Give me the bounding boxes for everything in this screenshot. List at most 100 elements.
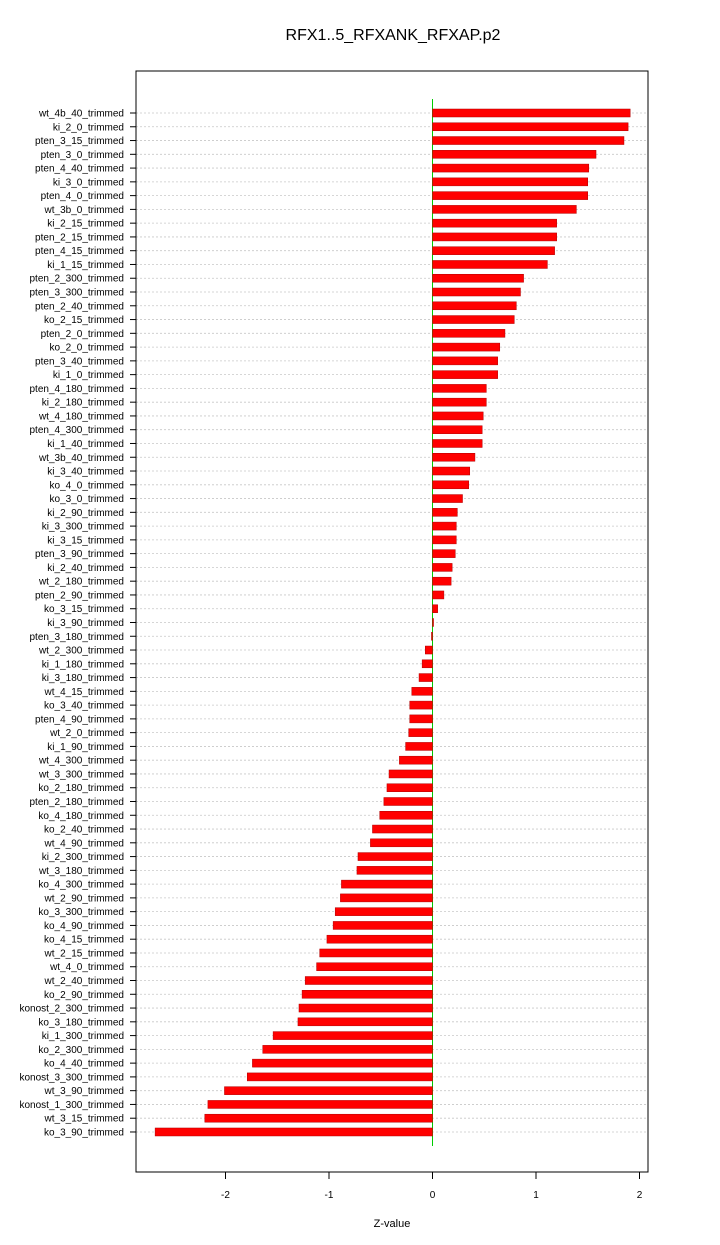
x-tick-label: 2 [637, 1190, 643, 1201]
category-label: wt_4_90_trimmed [44, 838, 124, 849]
category-label: pten_2_180_trimmed [29, 797, 124, 808]
category-label: pten_3_180_trimmed [29, 632, 124, 643]
category-label: ko_3_0_trimmed [50, 494, 124, 505]
category-label: pten_4_180_trimmed [29, 384, 124, 395]
category-label: ko_2_0_trimmed [50, 343, 124, 354]
x-tick-label: 1 [533, 1190, 539, 1201]
category-label: ko_4_180_trimmed [38, 811, 124, 822]
bar-ko_2_300_trimmed [262, 1045, 433, 1054]
bar-pten_4_90_trimmed [409, 714, 433, 724]
category-label: pten_2_90_trimmed [35, 590, 124, 601]
bar-wt_4_300_trimmed [399, 755, 433, 765]
x-tick-label: -2 [221, 1190, 230, 1201]
category-label: wt_3_300_trimmed [38, 769, 124, 780]
bar-ko_3_15_trimmed [432, 604, 438, 613]
category-label: ki_2_180_trimmed [42, 398, 124, 409]
category-label: pten_2_40_trimmed [35, 301, 124, 312]
category-label: ki_1_40_trimmed [47, 439, 124, 450]
bar-ki_2_40_trimmed [432, 563, 453, 572]
category-label: ki_1_90_trimmed [47, 742, 124, 753]
bar-ki_3_40_trimmed [432, 466, 471, 476]
category-label: wt_4_15_trimmed [44, 687, 124, 698]
category-label: pten_4_15_trimmed [35, 246, 124, 257]
bar-pten_2_0_trimmed [432, 329, 506, 338]
bar-ko_3_90_trimmed [154, 1127, 433, 1137]
category-label: konost_1_300_trimmed [19, 1100, 124, 1111]
bar-ko_2_40_trimmed [372, 824, 433, 834]
bar-wt_4_180_trimmed [432, 411, 484, 421]
bar-ki_3_90_trimmed [432, 618, 434, 627]
category-label: ki_2_0_trimmed [53, 122, 124, 133]
category-label: ko_3_300_trimmed [38, 907, 124, 918]
bar-wt_3_90_trimmed [224, 1086, 433, 1095]
bar-ki_1_300_trimmed [272, 1031, 433, 1040]
category-label: wt_4_300_trimmed [38, 756, 124, 767]
bar-ki_3_180_trimmed [418, 673, 433, 682]
category-label: ki_3_15_trimmed [47, 535, 124, 546]
bar-pten_3_180_trimmed [431, 632, 433, 641]
category-label: pten_4_0_trimmed [41, 191, 124, 202]
category-label: ko_4_40_trimmed [44, 1059, 124, 1070]
category-label: wt_2_15_trimmed [44, 948, 124, 959]
bar-pten_3_15_trimmed [432, 136, 625, 145]
bar-ko_3_0_trimmed [432, 494, 463, 503]
category-label: ko_3_180_trimmed [38, 1017, 124, 1028]
bar-konost_2_300_trimmed [298, 1003, 433, 1013]
category-label: konost_2_300_trimmed [19, 1004, 124, 1015]
category-label: ki_1_300_trimmed [42, 1031, 124, 1042]
category-label: wt_4b_40_trimmed [38, 109, 124, 120]
bar-pten_2_90_trimmed [432, 590, 445, 600]
bar-pten_4_15_trimmed [432, 246, 555, 255]
category-label: ko_4_90_trimmed [44, 921, 124, 932]
category-label: wt_2_40_trimmed [44, 976, 124, 987]
bar-ki_1_0_trimmed [432, 370, 498, 379]
bar-pten_2_300_trimmed [432, 273, 524, 283]
category-label: ki_2_40_trimmed [47, 563, 124, 574]
category-label: wt_3b_40_trimmed [38, 453, 124, 464]
category-label: ki_2_15_trimmed [47, 219, 124, 230]
bar-wt_4_90_trimmed [370, 838, 433, 848]
bar-ko_2_15_trimmed [432, 315, 515, 324]
bars [154, 108, 631, 1137]
category-label: ki_3_180_trimmed [42, 673, 124, 684]
bar-ko_4_300_trimmed [341, 879, 433, 889]
category-label: wt_4_0_trimmed [49, 962, 124, 973]
category-label: ko_3_40_trimmed [44, 701, 124, 712]
bar-ko_3_180_trimmed [297, 1017, 433, 1027]
category-label: ko_3_15_trimmed [44, 604, 124, 615]
bar-pten_2_40_trimmed [432, 301, 517, 311]
bar-ki_3_300_trimmed [432, 521, 457, 531]
bar-ko_4_40_trimmed [252, 1058, 433, 1068]
bar-ki_1_90_trimmed [405, 742, 433, 751]
bar-ko_4_90_trimmed [332, 921, 433, 930]
category-label: pten_4_40_trimmed [35, 164, 124, 175]
category-label: ko_4_0_trimmed [50, 480, 124, 491]
bar-wt_4_0_trimmed [316, 962, 433, 971]
bar-pten_3_40_trimmed [432, 356, 498, 366]
bar-wt_2_0_trimmed [408, 728, 433, 737]
category-label: wt_2_180_trimmed [38, 577, 124, 588]
bar-wt_2_300_trimmed [425, 645, 433, 655]
x-axis-label: Z-value [374, 1218, 411, 1230]
category-label: ki_1_0_trimmed [53, 370, 124, 381]
bar-ko_2_90_trimmed [301, 990, 433, 999]
category-label: ki_3_0_trimmed [53, 177, 124, 188]
category-label: ko_3_90_trimmed [44, 1127, 124, 1138]
bar-konost_1_300_trimmed [207, 1100, 433, 1109]
bar-wt_2_90_trimmed [340, 893, 433, 903]
bar-ki_2_15_trimmed [432, 218, 557, 228]
category-label: wt_2_300_trimmed [38, 646, 124, 657]
bar-wt_2_40_trimmed [304, 976, 433, 985]
bar-ki_1_15_trimmed [432, 260, 548, 269]
category-label: ki_3_90_trimmed [47, 618, 124, 629]
category-label: wt_2_0_trimmed [49, 728, 124, 739]
bar-konost_3_300_trimmed [246, 1072, 433, 1082]
category-label: wt_3b_0_trimmed [44, 205, 124, 216]
bar-ki_1_40_trimmed [432, 439, 483, 448]
bar-pten_4_40_trimmed [432, 163, 590, 173]
bar-ki_2_300_trimmed [357, 852, 433, 861]
bar-wt_2_15_trimmed [319, 948, 433, 958]
category-label: ko_2_90_trimmed [44, 990, 124, 1001]
category-label: wt_3_180_trimmed [38, 866, 124, 877]
